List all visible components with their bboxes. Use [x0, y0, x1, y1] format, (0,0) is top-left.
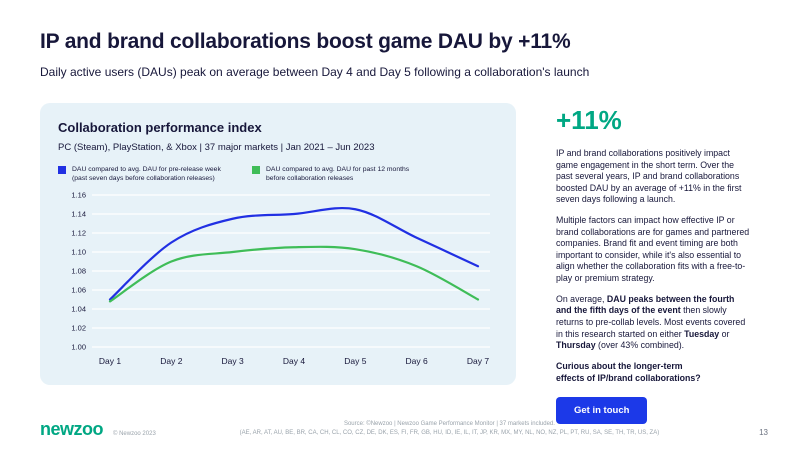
legend-label: DAU compared to avg. DAU for past 12 mon…	[266, 166, 410, 183]
x-tick-label: Day 2	[160, 356, 182, 366]
chart-card: Collaboration performance index PC (Stea…	[40, 103, 516, 385]
page-title: IP and brand collaborations boost game D…	[40, 30, 571, 53]
main-content: Collaboration performance index PC (Stea…	[40, 103, 800, 424]
insight-paragraphs: IP and brand collaborations positively i…	[556, 148, 752, 352]
series-line-0	[108, 207, 480, 301]
x-tick-label: Day 7	[467, 356, 489, 366]
insight-paragraph: On average, DAU peaks between the fourth…	[556, 293, 746, 351]
legend-item-past-12-months: DAU compared to avg. DAU for past 12 mon…	[252, 165, 416, 183]
y-tick-label: 1.12	[71, 229, 86, 238]
insight-paragraph: Multiple factors can impact how effectiv…	[556, 215, 750, 284]
page-number: 13	[759, 428, 768, 437]
copyright-note: © Newzoo 2023	[113, 431, 156, 437]
page-subtitle: Daily active users (DAUs) peak on averag…	[40, 65, 590, 79]
slide-header: IP and brand collaborations boost game D…	[0, 0, 800, 79]
insights-panel: +11% IP and brand collaborations positiv…	[556, 103, 752, 424]
chart-title: Collaboration performance index	[58, 120, 262, 135]
cta-question: Curious about the longer-term effects of…	[556, 360, 701, 383]
y-tick-label: 1.02	[71, 324, 86, 333]
source-line-1: Source: ©Newzoo | Newzoo Game Performanc…	[343, 421, 555, 427]
series-line-1	[108, 246, 480, 303]
x-tick-label: Day 4	[283, 356, 305, 366]
x-tick-label: Day 5	[344, 356, 366, 366]
headline-stat: +11%	[556, 105, 622, 135]
y-tick-label: 1.00	[71, 343, 86, 352]
x-tick-label: Day 6	[406, 356, 428, 366]
get-in-touch-button[interactable]: Get in touch	[556, 396, 648, 424]
source-line-2: (AE, AR, AT, AU, BE, BR, CA, CH, CL, CO,…	[239, 430, 660, 436]
dau-line-chart: 1.00 1.02 1.04 1.06 1.08 1.10 1.12 1.14 1.16 Day …	[71, 191, 490, 366]
newzoo-logo: newzoo	[40, 419, 104, 439]
legend-label: DAU compared to avg. DAU for pre-release…	[72, 166, 221, 183]
y-tick-label: 1.08	[71, 267, 86, 276]
x-tick-label: Day 3	[222, 356, 244, 366]
legend-item-pre-release-week: DAU compared to avg. DAU for pre-release…	[58, 165, 222, 183]
y-tick-label: 1.06	[71, 286, 86, 295]
dau-chart: 1.00 1.02 1.04 1.06 1.08 1.10 1.12 1.14 1.16 Day …	[58, 187, 498, 374]
source-note: Source: ©Newzoo | Newzoo Game Performanc…	[156, 420, 743, 438]
chart-legend: DAU compared to avg. DAU for pre-release…	[58, 165, 498, 183]
legend-swatch	[58, 166, 66, 174]
legend-swatch	[252, 166, 260, 174]
y-tick-label: 1.14	[71, 210, 86, 219]
footer: newzoo © Newzoo 2023 Source: ©Newzoo | N…	[40, 420, 768, 438]
y-tick-label: 1.04	[71, 305, 86, 314]
y-tick-label: 1.10	[71, 248, 86, 257]
x-tick-label: Day 1	[99, 356, 121, 366]
y-tick-label: 1.16	[71, 191, 86, 200]
insight-paragraph: IP and brand collaborations positively i…	[556, 148, 742, 205]
chart-subtitle: PC (Steam), PlayStation, & Xbox | 37 maj…	[58, 142, 375, 153]
